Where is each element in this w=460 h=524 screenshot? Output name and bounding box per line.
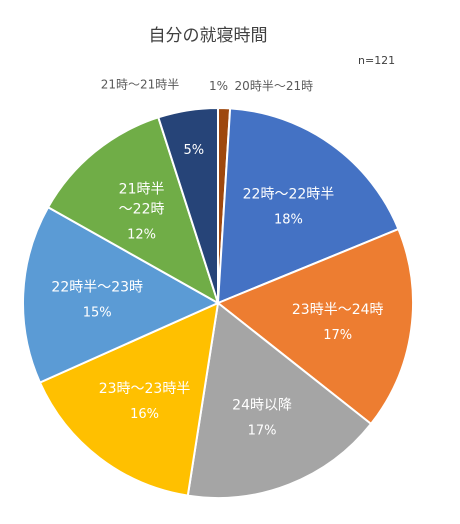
slice-value-label: 1% bbox=[209, 79, 228, 93]
slice-value-label: 12% bbox=[127, 227, 156, 242]
pie-slice bbox=[46, 116, 220, 306]
slice-label: 24時以降 bbox=[232, 398, 292, 414]
slice-label-line: 21時半 bbox=[119, 181, 165, 197]
slice-label: 21時半 ～22時 bbox=[119, 181, 165, 217]
slice-value-label: 18% bbox=[274, 213, 303, 228]
slice-value-label: 16% bbox=[130, 407, 159, 422]
slice-label-line: 23時半～24時 bbox=[292, 302, 384, 318]
slice-value-label: 17% bbox=[323, 328, 352, 343]
pie-slice bbox=[216, 227, 414, 426]
slice-label-line: 23時～23時半 bbox=[99, 381, 191, 397]
pie-slice bbox=[186, 301, 373, 499]
pie-slice bbox=[22, 205, 221, 384]
slice-label-line: ～22時 bbox=[119, 201, 165, 217]
slice-label-line: 22時～22時半 bbox=[243, 187, 335, 203]
pie-slice bbox=[216, 107, 400, 305]
slice-label: 22時半～23時 bbox=[51, 279, 143, 295]
slice-value-label: 15% bbox=[83, 305, 112, 320]
slice-label: 23時～23時半 bbox=[99, 381, 191, 397]
pie-slices bbox=[22, 106, 414, 499]
slice-label: 20時半～21時 bbox=[235, 79, 314, 93]
slice-label-line: 24時以降 bbox=[232, 398, 292, 414]
chart-title: 自分の就寝時間 bbox=[149, 25, 268, 46]
pie-slice bbox=[38, 301, 220, 497]
slice-value-label: 5% bbox=[184, 143, 205, 158]
pie-slice bbox=[157, 106, 219, 304]
sample-size-note: n=121 bbox=[358, 54, 395, 67]
pie-labels: 1% 20時半～21時 22時～22時半 18% 23時半～24時 17% 24時以降 17%… bbox=[51, 78, 383, 439]
slice-value-label: 17% bbox=[248, 424, 277, 439]
slice-label-line: 22時半～23時 bbox=[51, 279, 143, 295]
slice-label: 23時半～24時 bbox=[292, 302, 384, 318]
slice-label: 22時～22時半 bbox=[243, 187, 335, 203]
slice-label: 21時～21時半 bbox=[101, 78, 180, 92]
